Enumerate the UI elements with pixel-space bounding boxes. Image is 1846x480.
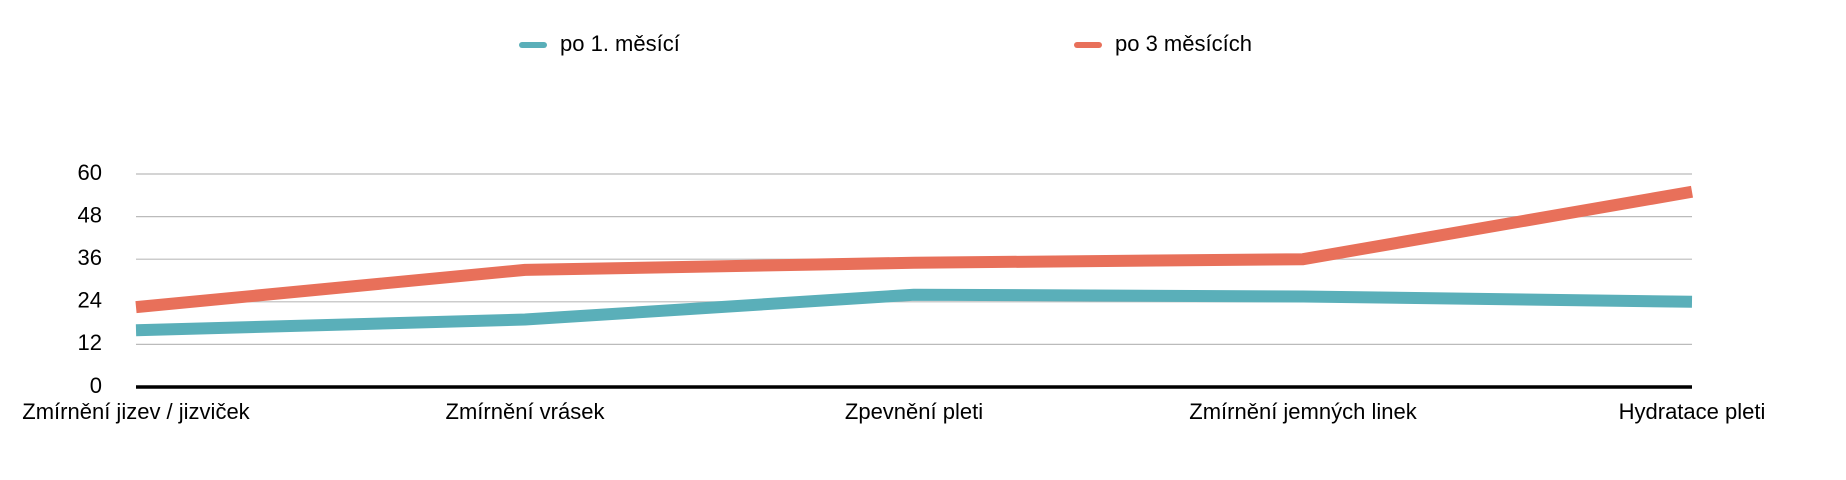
x-tick-label: Zpevnění pleti: [845, 399, 983, 424]
y-tick-label: 60: [78, 160, 102, 185]
series-line: [135, 185, 1694, 314]
x-tick-label: Zmírnění jemných linek: [1189, 399, 1417, 424]
legend-label: po 1. měsící: [560, 31, 680, 56]
y-tick-label: 48: [78, 202, 102, 227]
x-tick-label: Zmírnění jizev / jizviček: [22, 399, 250, 424]
series-line: [135, 288, 1693, 337]
legend-label: po 3 měsících: [1115, 31, 1252, 56]
y-tick-label: 36: [78, 245, 102, 270]
x-tick-label: Zmírnění vrásek: [446, 399, 606, 424]
y-tick-label: 24: [78, 288, 102, 313]
y-tick-label: 0: [90, 373, 102, 398]
x-tick-label: Hydratace pleti: [1619, 399, 1766, 424]
y-tick-label: 12: [78, 330, 102, 355]
